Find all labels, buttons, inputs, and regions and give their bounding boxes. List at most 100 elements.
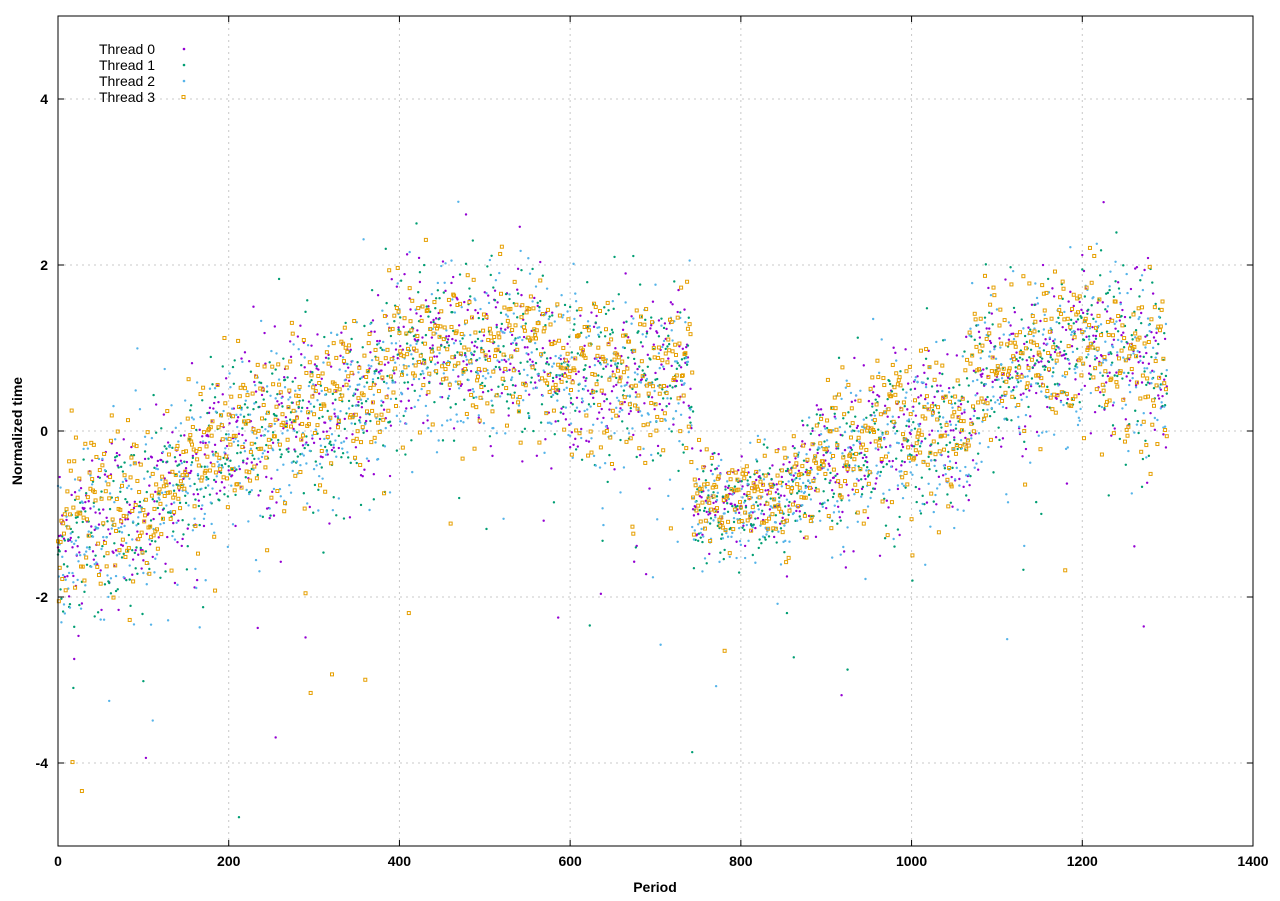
data-point	[383, 315, 386, 318]
data-point	[518, 370, 520, 372]
data-point	[560, 294, 562, 296]
data-point	[564, 374, 567, 377]
data-point	[373, 473, 375, 475]
data-point	[1114, 261, 1116, 263]
data-point	[296, 416, 299, 419]
data-point	[444, 262, 446, 264]
data-point	[396, 285, 398, 287]
data-point	[112, 596, 115, 599]
data-point	[990, 342, 992, 344]
data-point	[932, 402, 934, 404]
data-point	[253, 381, 255, 383]
data-point	[639, 454, 641, 456]
data-point	[422, 384, 425, 387]
data-point	[382, 341, 384, 343]
data-point	[663, 368, 665, 370]
data-point	[191, 425, 194, 428]
data-point	[1094, 358, 1096, 360]
data-point	[934, 494, 936, 496]
data-point	[816, 452, 818, 454]
data-point	[103, 452, 106, 455]
data-point	[985, 327, 987, 329]
data-point	[1020, 399, 1022, 401]
data-point	[161, 492, 163, 494]
data-point	[191, 461, 193, 463]
data-point	[434, 307, 436, 309]
data-point	[422, 422, 424, 424]
data-point	[839, 485, 842, 488]
data-point	[117, 588, 119, 590]
data-point	[79, 554, 81, 556]
data-point	[622, 329, 624, 331]
data-point	[131, 549, 133, 551]
data-point	[525, 352, 527, 354]
data-point	[1114, 427, 1116, 429]
data-point	[1053, 342, 1055, 344]
data-point	[922, 364, 924, 366]
data-point	[540, 421, 542, 423]
data-point	[381, 376, 384, 379]
data-point	[869, 414, 871, 416]
data-point	[520, 269, 522, 271]
data-point	[505, 293, 507, 295]
data-point	[417, 291, 419, 293]
data-point	[884, 411, 886, 413]
data-point	[904, 405, 906, 407]
data-point	[411, 384, 413, 386]
data-point	[671, 329, 673, 331]
data-point	[119, 491, 121, 493]
data-point	[84, 510, 86, 512]
data-point	[519, 336, 521, 338]
data-point	[412, 357, 414, 359]
data-point	[487, 372, 489, 374]
data-point	[687, 344, 689, 346]
data-point	[560, 380, 563, 383]
data-point	[1125, 273, 1127, 275]
data-point	[301, 453, 303, 455]
data-point	[1140, 322, 1142, 324]
data-point	[962, 510, 964, 512]
data-point	[72, 687, 74, 689]
data-point	[408, 365, 410, 367]
data-point	[688, 323, 691, 326]
data-point	[526, 374, 528, 376]
data-point	[740, 520, 743, 523]
data-point	[655, 429, 658, 432]
data-point	[303, 447, 305, 449]
data-point	[255, 477, 258, 480]
data-point	[509, 363, 511, 365]
data-point	[930, 492, 933, 495]
data-point	[900, 449, 902, 451]
data-point	[945, 430, 947, 432]
data-point	[922, 382, 924, 384]
data-point	[309, 403, 311, 405]
data-point	[705, 486, 707, 488]
data-point	[1131, 377, 1133, 379]
data-point	[109, 533, 111, 535]
data-point	[231, 408, 233, 410]
data-point	[162, 461, 164, 463]
data-point	[199, 416, 201, 418]
data-point	[105, 536, 107, 538]
data-point	[712, 491, 714, 493]
data-point	[347, 366, 349, 368]
data-point	[99, 569, 101, 571]
data-point	[451, 356, 454, 359]
data-point	[229, 386, 231, 388]
data-point	[968, 384, 970, 386]
data-point	[1086, 313, 1088, 315]
data-point	[314, 484, 316, 486]
data-point	[1069, 291, 1071, 293]
data-point	[595, 315, 597, 317]
data-point	[646, 423, 649, 426]
data-point	[677, 397, 680, 400]
data-point	[469, 389, 471, 391]
data-point	[537, 373, 539, 375]
data-point	[85, 550, 87, 552]
data-point	[172, 484, 174, 486]
data-point	[915, 414, 917, 416]
data-point	[858, 399, 861, 402]
data-point	[607, 481, 609, 483]
data-point	[261, 388, 264, 391]
data-point	[1026, 396, 1028, 398]
